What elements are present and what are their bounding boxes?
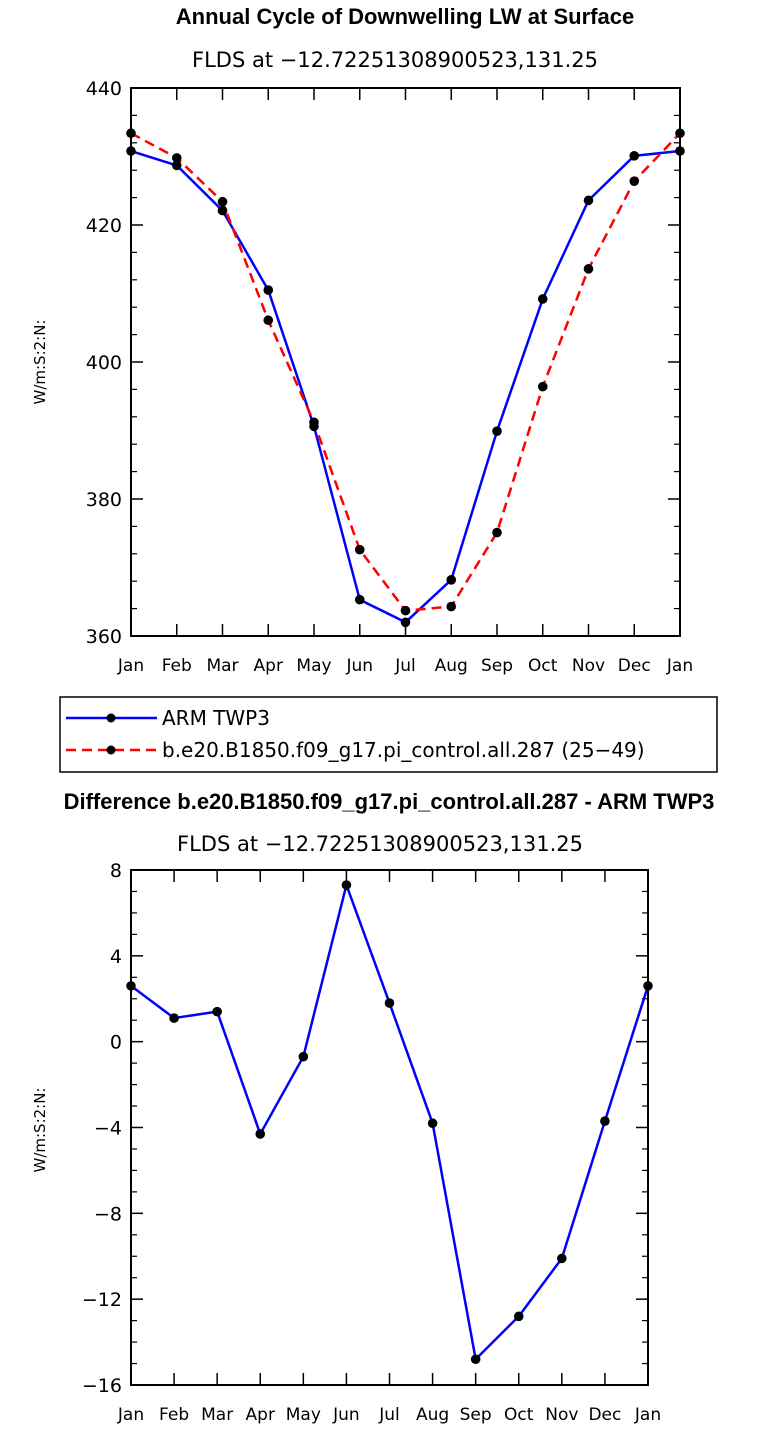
chart1-xtick-label: Sep	[481, 656, 513, 676]
chart1-series-1-line	[130, 132, 681, 612]
chart2-ytick-label: −8	[94, 1203, 122, 1225]
chart2-series-0-line	[130, 883, 650, 1361]
legend-marker-arm	[106, 713, 116, 723]
chart1-ylabel: W/m:S:2:N:	[31, 320, 49, 405]
chart2-series-0-point	[513, 1311, 524, 1322]
chart1-series-1-point	[492, 527, 502, 538]
chart1-xtick-label: Aug	[435, 656, 468, 676]
chart1-series-1-point	[354, 544, 365, 555]
chart2-xtick-label: May	[286, 1405, 321, 1425]
chart1-series-1-point	[629, 176, 640, 186]
chart1-series-1-point	[446, 601, 457, 612]
legend-label-model: b.e20.B1850.f09_g17.pi_control.all.287 (…	[162, 738, 645, 762]
chart1-series-0-point	[629, 151, 640, 161]
chart1-series-1-point	[537, 381, 548, 392]
chart2-xtick-label: Dec	[588, 1405, 621, 1425]
chart2-ytick-label: 0	[110, 1032, 122, 1054]
chart1-xtick-label: Jan	[117, 656, 144, 676]
chart2-xtick-label: Jan	[634, 1405, 661, 1425]
chart2-xtick-label: Mar	[201, 1405, 233, 1425]
chart1-legend: ARM TWP3 b.e20.B1850.f09_g17.pi_control.…	[59, 696, 718, 773]
chart1-series-0-point	[126, 146, 136, 156]
chart2-xtick-label: Apr	[246, 1405, 275, 1425]
legend-box	[59, 696, 718, 773]
chart1-series-1-point	[583, 264, 594, 274]
chart2-series-0-point	[298, 1051, 309, 1062]
chart2-ytick-label: −12	[82, 1289, 122, 1311]
chart1-ytick-label: 440	[86, 78, 122, 100]
chart1-xtick-label: Apr	[254, 656, 283, 676]
chart2-xtick-label: Feb	[159, 1405, 189, 1425]
chart2-series-0-point	[600, 1116, 610, 1126]
chart2-series-0-point	[427, 1118, 438, 1129]
chart1-ytick-label: 360	[86, 626, 122, 648]
chart2-series-0-point	[126, 981, 136, 991]
chart1-series-1-point	[675, 128, 685, 139]
chart1-series-0-point	[217, 205, 228, 216]
legend-marker-model	[106, 745, 116, 755]
chart1-xtick-label: Feb	[162, 656, 192, 676]
chart1-series-1-point	[126, 128, 136, 139]
chart1-series-0-point	[263, 285, 274, 295]
chart2-title: Difference b.e20.B1850.f09_g17.pi_contro…	[64, 789, 715, 814]
chart1-frame	[130, 87, 681, 637]
chart1-xtick-label: Jun	[345, 656, 373, 676]
chart1-xtick-label: Jan	[666, 656, 693, 676]
chart2-xtick-label: Oct	[504, 1405, 534, 1425]
chart1-xtick-label: Mar	[206, 656, 238, 676]
chart1-series-1-point	[171, 153, 182, 163]
chart2-frame	[130, 869, 649, 1386]
chart1-series-1-point	[400, 605, 411, 616]
chart2-xtick-label: Aug	[416, 1405, 449, 1425]
chart2-series-0-point	[643, 981, 653, 991]
chart1-xtick-label: Jul	[394, 656, 416, 676]
chart1-series-0-point	[400, 617, 411, 628]
chart2-subtitle: FLDS at −12.72251308900523,131.25	[177, 832, 583, 856]
chart2-ytick-label: −4	[94, 1118, 122, 1140]
chart2-ytick-label: 4	[110, 946, 122, 968]
chart1-series-0-point	[171, 160, 182, 171]
chart1-series-0-point	[446, 575, 457, 585]
chart1-ytick-label: 400	[86, 352, 122, 374]
chart2-xtick-label: Jan	[117, 1405, 144, 1425]
chart2-ytick-label: −16	[82, 1375, 122, 1397]
chart1-series-0-point	[583, 195, 594, 206]
chart1-xtick-label: Nov	[572, 656, 605, 676]
chart1-series-1-point	[217, 196, 228, 207]
chart2-series-0-point	[557, 1253, 567, 1264]
chart1-ytick-label: 380	[86, 489, 122, 511]
chart1-xtick-label: Dec	[618, 656, 651, 676]
chart1-series-0-point	[354, 594, 365, 605]
chart1-series-1-point	[309, 417, 319, 428]
chart1-series-1-point	[263, 315, 274, 326]
chart1-xtick-label: Oct	[528, 656, 558, 676]
chart2-ytick-label: 8	[110, 860, 122, 882]
chart1-plot: Jan Feb Mar Apr May Jun Jul Aug Sep Oct Nov Dec Jan 3…	[86, 78, 693, 676]
chart2-plot: Jan Feb Mar Apr May Jun Jul Aug Sep Oct Nov Dec Jan −…	[82, 860, 661, 1425]
chart2-series-0-point	[212, 1006, 222, 1017]
chart2-xtick-label: Jul	[378, 1405, 400, 1425]
chart2-xtick-label: Jun	[332, 1405, 360, 1425]
chart1-series-0-point	[537, 294, 548, 304]
chart2-series-0-point	[169, 1013, 179, 1023]
chart2-series-0-point	[341, 880, 352, 890]
chart2-series-0-point	[384, 998, 395, 1008]
chart1-title: Annual Cycle of Downwelling LW at Surfac…	[176, 4, 634, 29]
chart2-series-0-point	[470, 1354, 481, 1365]
legend-label-arm: ARM TWP3	[162, 706, 270, 730]
chart2-series-0-point	[255, 1129, 266, 1139]
chart1-series-0-point	[492, 426, 502, 436]
chart1-series-0-line	[130, 149, 681, 624]
chart1-xtick-label: May	[296, 656, 331, 676]
chart2-xtick-label: Sep	[460, 1405, 492, 1425]
chart1-series-0-point	[675, 146, 685, 156]
chart1-subtitle: FLDS at −12.72251308900523,131.25	[192, 48, 598, 72]
chart2-ylabel: W/m:S:2:N:	[31, 1088, 49, 1173]
chart1-ytick-label: 420	[86, 215, 122, 237]
chart2-xtick-label: Nov	[545, 1405, 578, 1425]
